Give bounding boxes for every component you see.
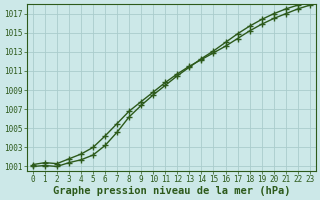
X-axis label: Graphe pression niveau de la mer (hPa): Graphe pression niveau de la mer (hPa) (52, 186, 290, 196)
